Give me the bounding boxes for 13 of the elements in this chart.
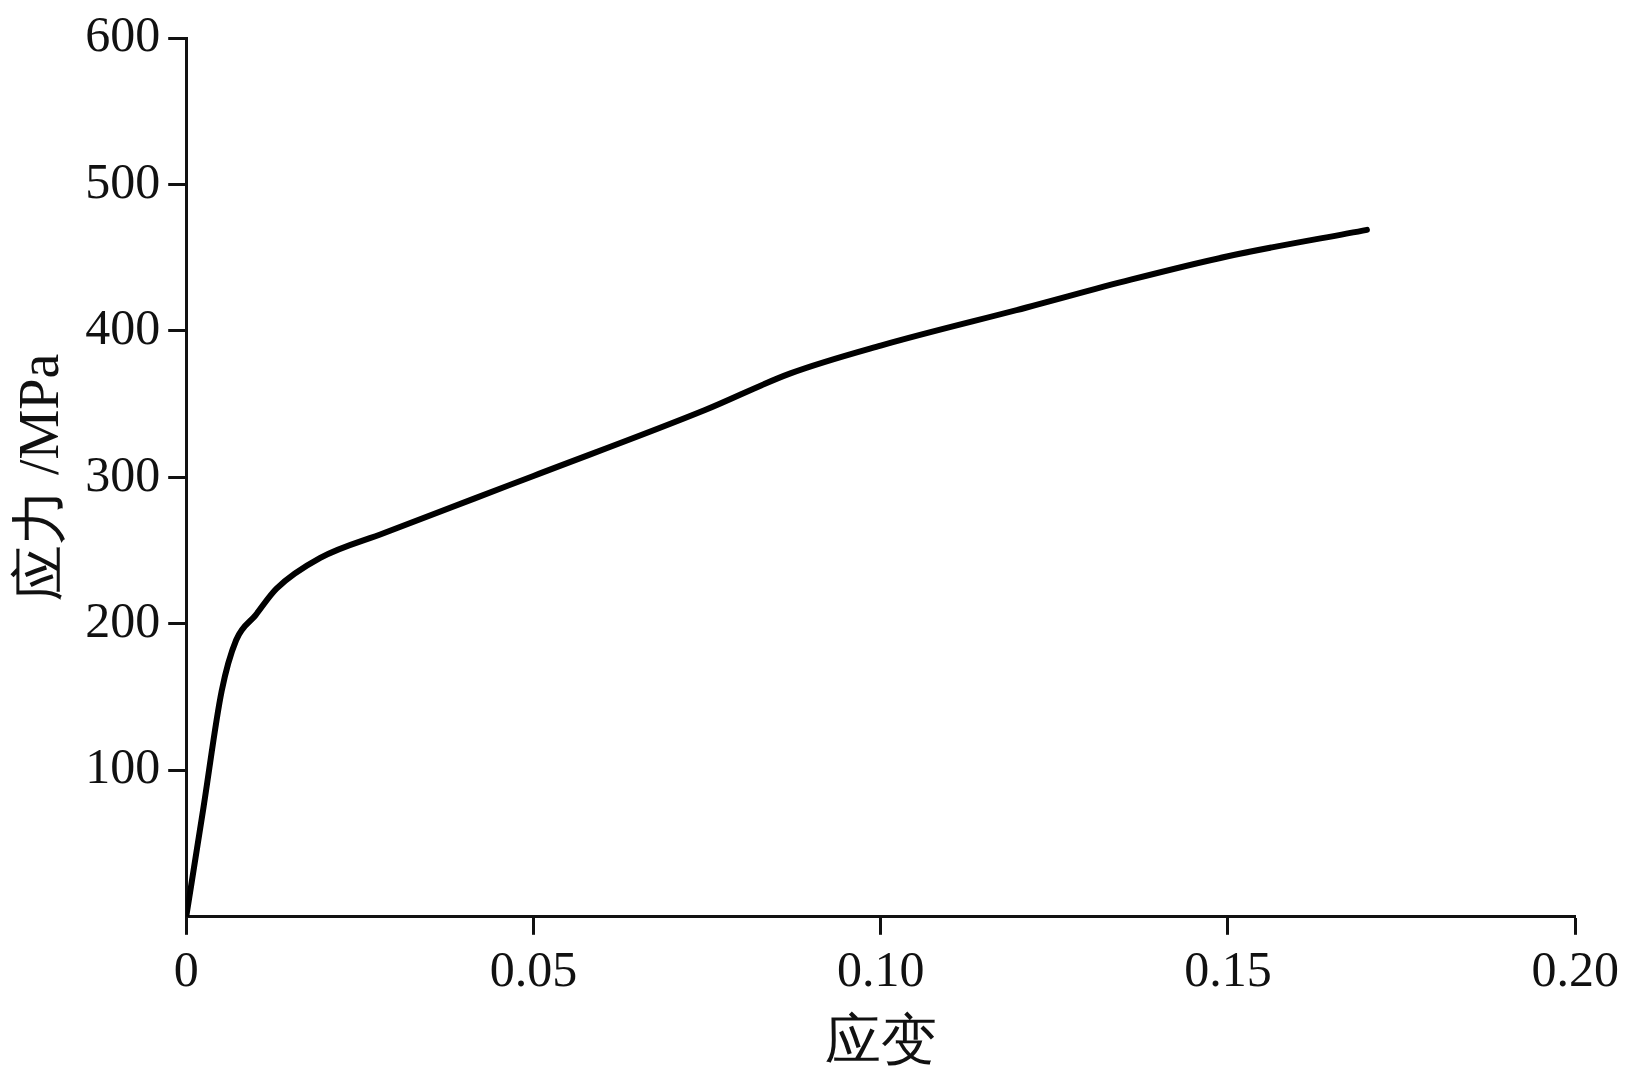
x-tick-label: 0.20	[1531, 940, 1619, 997]
x-tick-label: 0.15	[1184, 940, 1272, 997]
x-tick-label: 0	[173, 940, 199, 997]
y-axis-title: 应力 /MPa	[8, 353, 71, 602]
y-tick-label: 600	[85, 6, 161, 63]
x-tick-label: 0.10	[836, 940, 925, 997]
x-tick-label: 0.05	[489, 940, 578, 997]
y-tick-label: 200	[85, 591, 161, 648]
x-axis-title: 应变	[824, 1009, 937, 1072]
y-tick-label: 400	[85, 299, 161, 356]
y-tick-label: 100	[85, 738, 161, 795]
y-tick-label: 500	[85, 152, 161, 209]
y-tick-label: 300	[85, 445, 161, 502]
